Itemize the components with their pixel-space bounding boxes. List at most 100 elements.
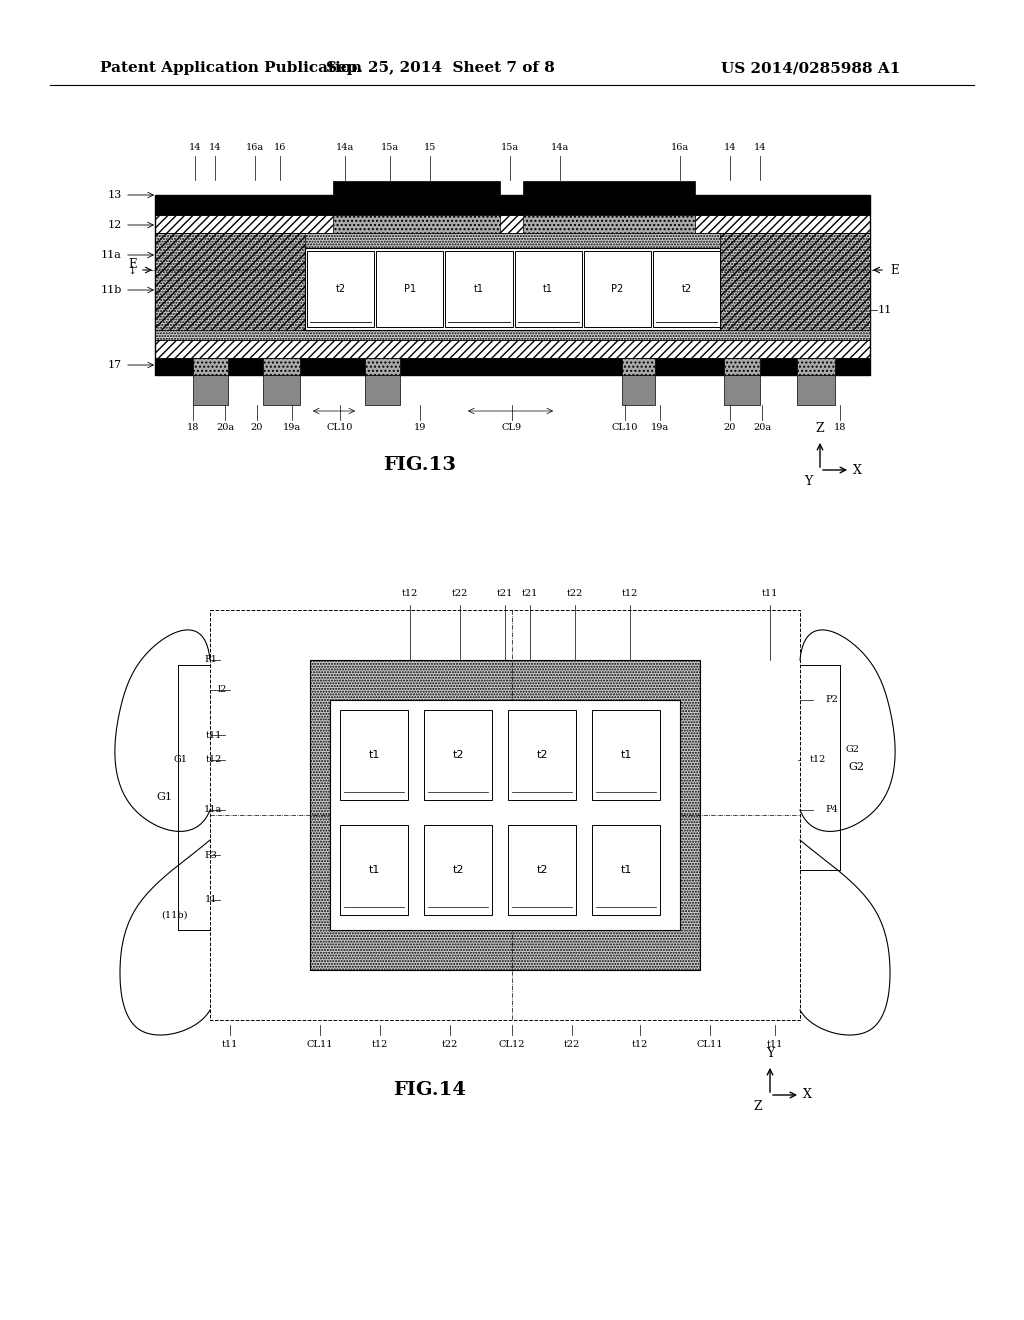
Text: 19a: 19a xyxy=(651,422,669,432)
Text: t21: t21 xyxy=(522,589,539,598)
Text: 11: 11 xyxy=(205,895,217,904)
Text: 15: 15 xyxy=(424,143,436,152)
Text: FIG.14: FIG.14 xyxy=(393,1081,467,1100)
Text: t22: t22 xyxy=(567,589,584,598)
Text: 18: 18 xyxy=(186,422,200,432)
Text: t12: t12 xyxy=(401,589,418,598)
Bar xyxy=(365,375,400,405)
Text: 16a: 16a xyxy=(671,143,689,152)
Text: X: X xyxy=(803,1089,812,1101)
Text: E: E xyxy=(128,259,137,272)
Bar xyxy=(310,660,700,970)
Bar xyxy=(592,710,660,800)
Text: P2: P2 xyxy=(825,696,838,705)
Text: t21: t21 xyxy=(497,589,513,598)
Text: t2: t2 xyxy=(537,865,548,875)
Text: t1: t1 xyxy=(369,750,380,760)
Text: 16a: 16a xyxy=(246,143,264,152)
Text: Z: Z xyxy=(816,422,824,436)
Bar xyxy=(155,195,870,215)
Bar xyxy=(523,181,695,195)
Text: t22: t22 xyxy=(452,589,468,598)
Text: 20a: 20a xyxy=(753,422,771,432)
Text: t2: t2 xyxy=(453,750,464,760)
Text: 19a: 19a xyxy=(283,422,301,432)
Text: t2: t2 xyxy=(453,865,464,875)
Bar xyxy=(653,251,720,327)
Text: ↓: ↓ xyxy=(128,267,137,277)
Text: t12: t12 xyxy=(622,589,638,598)
Text: 20a: 20a xyxy=(216,422,234,432)
Bar xyxy=(155,195,870,375)
Text: t2: t2 xyxy=(537,750,548,760)
Text: 12: 12 xyxy=(108,220,122,230)
Text: 19: 19 xyxy=(414,422,426,432)
Bar xyxy=(797,375,835,405)
Text: CL9: CL9 xyxy=(502,422,522,432)
Text: l2: l2 xyxy=(218,685,227,694)
Text: 11a: 11a xyxy=(101,249,122,260)
Text: P1: P1 xyxy=(204,656,217,664)
Bar xyxy=(514,251,582,327)
Text: t11: t11 xyxy=(767,1040,783,1049)
Text: t1: t1 xyxy=(621,750,632,760)
Text: FIG.13: FIG.13 xyxy=(384,455,457,474)
Text: 18: 18 xyxy=(834,422,846,432)
Bar xyxy=(155,358,870,375)
Bar xyxy=(523,195,695,234)
Bar xyxy=(584,251,651,327)
Bar xyxy=(724,358,760,375)
Bar xyxy=(508,710,575,800)
Text: t11: t11 xyxy=(762,589,778,598)
Bar xyxy=(592,825,660,915)
Text: t1: t1 xyxy=(543,284,553,294)
Bar xyxy=(210,610,800,1020)
Bar xyxy=(508,825,575,915)
Text: G2: G2 xyxy=(845,746,859,755)
Text: 16: 16 xyxy=(273,143,286,152)
Text: t12: t12 xyxy=(810,755,826,764)
Bar xyxy=(424,710,492,800)
Text: G1: G1 xyxy=(173,755,187,764)
Bar xyxy=(307,251,374,327)
Bar xyxy=(193,358,228,375)
Text: 14: 14 xyxy=(209,143,221,152)
Bar xyxy=(365,358,400,375)
Bar xyxy=(330,700,680,931)
Text: CL10: CL10 xyxy=(327,422,353,432)
Text: CL10: CL10 xyxy=(611,422,638,432)
Bar xyxy=(193,375,228,405)
Bar xyxy=(155,341,870,358)
Bar xyxy=(340,825,408,915)
Text: t2: t2 xyxy=(681,284,691,294)
Bar xyxy=(263,358,300,375)
Text: 11: 11 xyxy=(878,305,892,315)
Text: 13: 13 xyxy=(108,190,122,201)
Text: Y: Y xyxy=(804,475,812,488)
Bar xyxy=(424,825,492,915)
Text: Z: Z xyxy=(754,1100,762,1113)
Text: t11: t11 xyxy=(222,1040,239,1049)
Text: t2: t2 xyxy=(336,284,346,294)
Text: Y: Y xyxy=(766,1047,774,1060)
Bar xyxy=(155,234,870,341)
Bar xyxy=(263,375,300,405)
Text: 14a: 14a xyxy=(551,143,569,152)
Text: Sep. 25, 2014  Sheet 7 of 8: Sep. 25, 2014 Sheet 7 of 8 xyxy=(326,61,554,75)
Text: 17: 17 xyxy=(108,360,122,370)
Bar xyxy=(305,248,720,330)
Text: X: X xyxy=(853,463,862,477)
Text: 14: 14 xyxy=(188,143,202,152)
Text: Patent Application Publication: Patent Application Publication xyxy=(100,61,362,75)
Text: 14: 14 xyxy=(724,143,736,152)
Bar xyxy=(445,251,512,327)
Text: P2: P2 xyxy=(611,284,624,294)
Bar xyxy=(155,234,305,330)
Text: 15a: 15a xyxy=(501,143,519,152)
Bar xyxy=(622,358,655,375)
Bar xyxy=(333,195,500,234)
Text: G1: G1 xyxy=(156,792,172,803)
Text: 14a: 14a xyxy=(336,143,354,152)
Text: P3: P3 xyxy=(204,850,217,859)
Text: 20: 20 xyxy=(251,422,263,432)
